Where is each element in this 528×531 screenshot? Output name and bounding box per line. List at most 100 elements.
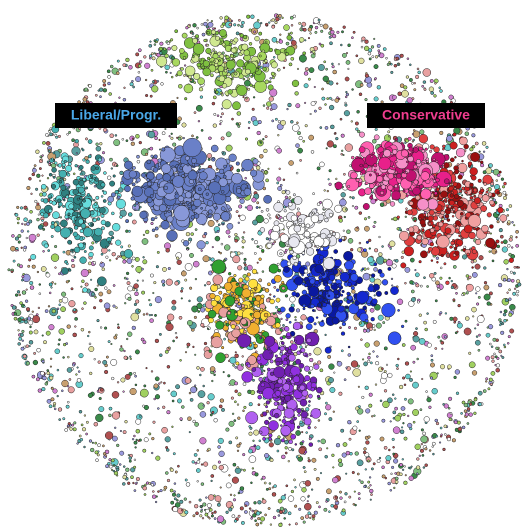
node <box>187 170 198 181</box>
node <box>290 489 295 494</box>
node <box>182 137 202 158</box>
node <box>404 215 407 218</box>
node <box>244 263 247 267</box>
node <box>65 404 70 409</box>
node <box>253 501 257 505</box>
node <box>387 372 393 378</box>
node <box>235 161 240 166</box>
node <box>394 480 399 484</box>
node <box>124 185 131 193</box>
node <box>93 358 96 361</box>
node <box>148 432 152 436</box>
node <box>500 330 505 335</box>
node <box>241 246 245 249</box>
node <box>133 458 137 461</box>
node <box>486 301 491 306</box>
node <box>51 157 54 161</box>
node <box>122 390 125 393</box>
node <box>370 467 374 471</box>
node <box>208 136 212 141</box>
node <box>482 170 487 175</box>
node <box>481 141 487 146</box>
node <box>86 193 91 197</box>
node <box>323 60 327 64</box>
node <box>173 490 176 493</box>
node <box>440 340 445 345</box>
node <box>396 298 404 305</box>
node <box>129 355 132 358</box>
node <box>191 460 195 464</box>
node <box>252 96 256 99</box>
node <box>184 191 192 199</box>
node <box>53 407 57 411</box>
node <box>339 326 342 330</box>
node <box>387 184 394 191</box>
node <box>333 249 339 254</box>
node <box>418 454 421 457</box>
node <box>234 304 237 307</box>
node <box>174 29 179 34</box>
node <box>374 198 378 202</box>
node <box>169 468 174 472</box>
node <box>338 391 343 396</box>
node <box>127 244 131 248</box>
node <box>119 255 122 258</box>
node <box>457 426 462 432</box>
node <box>80 285 83 288</box>
node <box>204 508 210 514</box>
node <box>210 474 215 478</box>
node <box>363 45 370 52</box>
node <box>161 163 172 174</box>
node <box>66 424 70 428</box>
node <box>139 210 148 219</box>
node <box>422 466 426 469</box>
node <box>416 235 422 241</box>
node <box>200 505 204 508</box>
node <box>192 23 197 28</box>
node <box>128 459 132 463</box>
node <box>502 190 507 195</box>
node <box>244 137 249 141</box>
node <box>99 142 103 146</box>
node <box>377 54 380 57</box>
node <box>362 203 370 210</box>
node <box>428 222 432 226</box>
node <box>337 458 343 463</box>
node <box>62 204 66 208</box>
node <box>353 326 358 330</box>
node <box>313 347 322 356</box>
node <box>158 138 161 141</box>
node <box>418 338 426 345</box>
node <box>248 42 253 46</box>
node <box>415 465 421 470</box>
node <box>268 442 274 448</box>
node <box>416 67 420 71</box>
node <box>18 293 21 297</box>
node <box>397 357 400 361</box>
node <box>28 219 33 224</box>
node <box>51 183 57 189</box>
node <box>478 402 482 407</box>
node <box>171 299 177 305</box>
node <box>21 329 25 333</box>
node <box>73 225 79 230</box>
node <box>28 320 34 326</box>
node <box>73 255 77 259</box>
node <box>392 452 396 456</box>
node <box>461 186 466 191</box>
node <box>468 412 473 417</box>
node <box>256 130 261 136</box>
node <box>403 480 408 485</box>
node <box>152 490 155 493</box>
node <box>172 175 185 188</box>
node <box>300 496 306 502</box>
node <box>161 279 166 284</box>
node <box>165 278 173 286</box>
node <box>364 468 367 471</box>
node <box>285 484 289 488</box>
node <box>470 152 481 162</box>
node <box>30 253 37 260</box>
node <box>236 84 248 96</box>
node <box>439 435 443 438</box>
node <box>331 65 335 69</box>
